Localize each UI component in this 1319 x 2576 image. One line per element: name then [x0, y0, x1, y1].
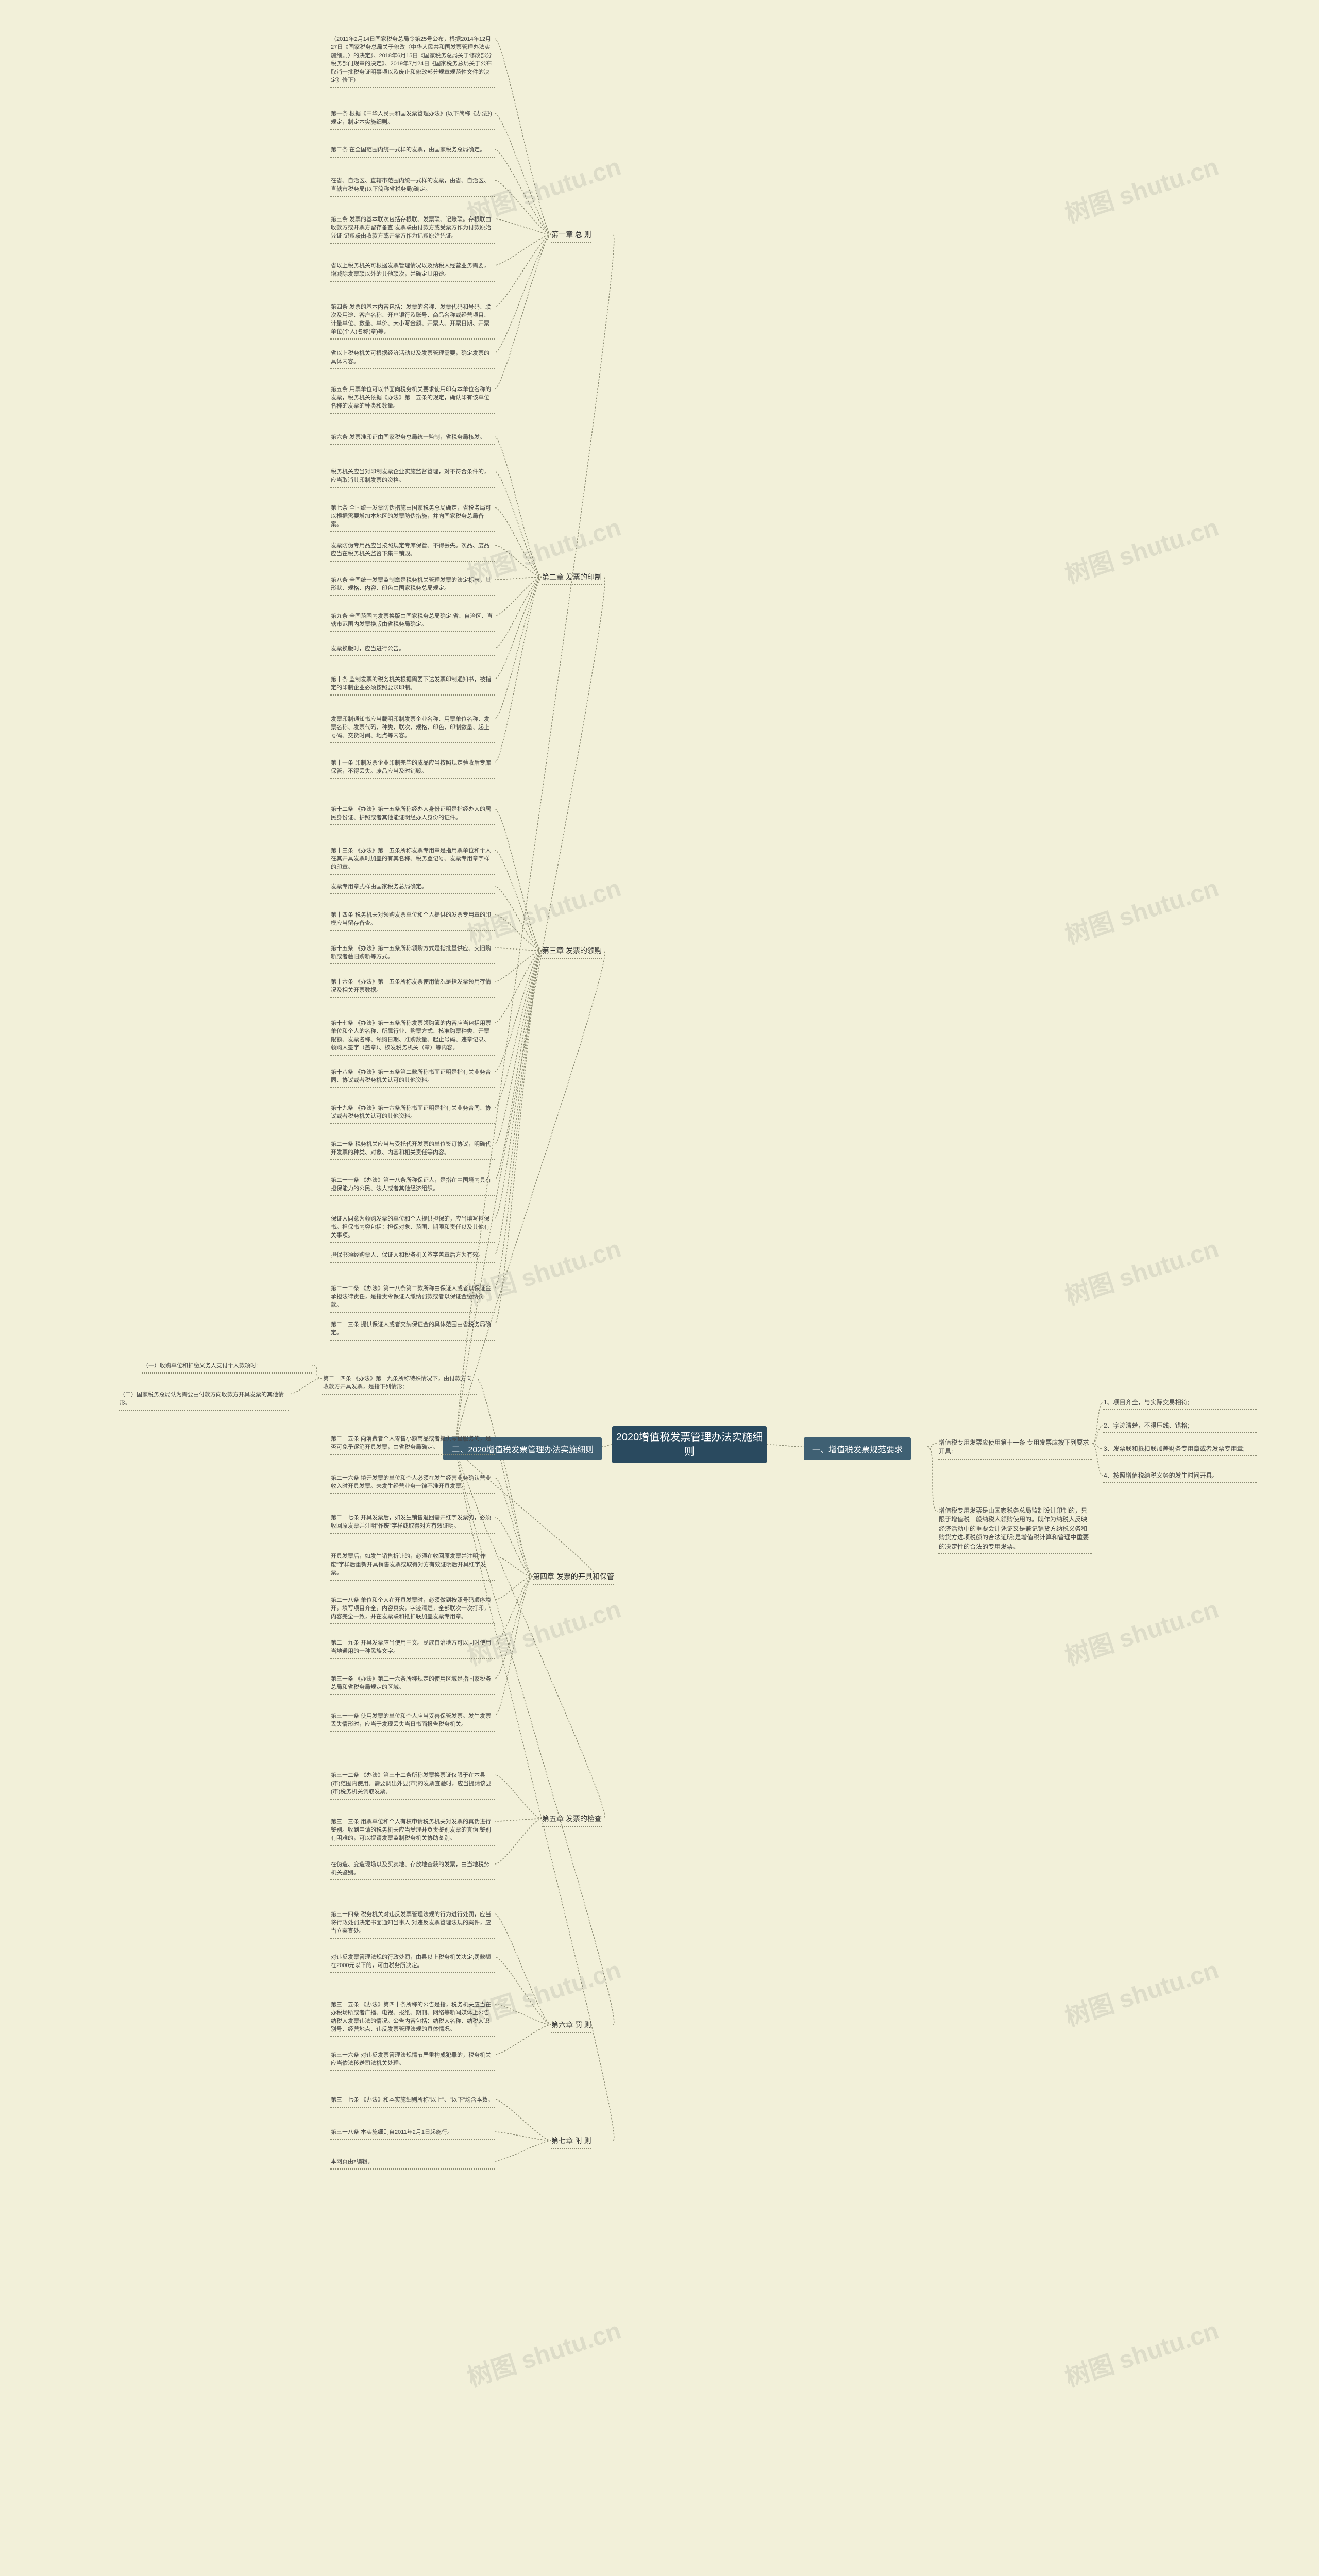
right-l1: 一、增值税发票规范要求	[804, 1437, 911, 1460]
leaf-node: 第三十七条 《办法》和本实施细则所称"以上"、"以下"均含本数。	[330, 2094, 495, 2108]
leaf-node: 对违反发票管理法规的行政处罚，由县以上税务机关决定;罚款额在2000元以下的，可…	[330, 1952, 495, 1973]
leaf-node: 第二十五条 向消费者个人零售小额商品或者提供零星服务的，是否可免予逐笔开具发票，…	[330, 1433, 495, 1455]
leaf-node: 第三十三条 用票单位和个人有权申请税务机关对发票的真伪进行鉴别。收到申请的税务机…	[330, 1816, 495, 1846]
leaf-node: 发票换版时，应当进行公告。	[330, 643, 495, 656]
leaf-node: 第三十五条 《办法》第四十条所称的公告是指，税务机关应当在办税场所或者广播、电视…	[330, 1999, 495, 2037]
chapter-label: 第七章 附 则	[551, 2136, 591, 2149]
leaf-node: 第二十九条 开具发票应当使用中文。民族自治地方可以同时使用当地通用的一种民族文字…	[330, 1637, 495, 1659]
leaf-node: 在伪造、变造现场以及买卖地、存放地查获的发票，由当地税务机关鉴别。	[330, 1859, 495, 1880]
leaf-node: 第三条 发票的基本联次包括存根联、发票联、记账联。存根联由收款方或开票方留存备查…	[330, 214, 495, 244]
leaf-node: 第三十一条 使用发票的单位和个人应当妥善保管发票。发生发票丢失情形时，应当于发现…	[330, 1710, 495, 1732]
center-node: 2020增值税发票管理办法实施细则	[612, 1426, 767, 1463]
chapter-label: 第六章 罚 则	[551, 2020, 591, 2033]
leaf-node: 开具发票后，如发生销售折让的，必须在收回原发票并注明"作废"字样后重新开具销售发…	[330, 1551, 495, 1581]
leaf-node: 第二条 在全国范围内统一式样的发票，由国家税务总局确定。	[330, 144, 495, 158]
leaf-node: 第二十条 税务机关应当与受托代开发票的单位签订协议，明确代开发票的种类、对象、内…	[330, 1139, 495, 1160]
leaf-node: 第十九条 《办法》第十六条所称书面证明是指有关业务合同、协议或者税务机关认可的其…	[330, 1103, 495, 1124]
leaf-node: 第八条 全国统一发票监制章是税务机关管理发票的法定标志，其形状、规格、内容、印色…	[330, 574, 495, 596]
leaf-node: 在省、自治区、直辖市范围内统一式样的发票，由省、自治区、直辖市税务局(以下简称省…	[330, 175, 495, 197]
leaf-node: 担保书须经购票人、保证人和税务机关签字盖章后方为有效。	[330, 1249, 495, 1263]
right-grandchild: 2、字迹清楚，不得压线、错格;	[1103, 1419, 1257, 1433]
leaf-node: 本网页由z编辑。	[330, 2156, 495, 2170]
leaf-node: 第六条 发票准印证由国家税务总局统一监制，省税务局核发。	[330, 432, 495, 445]
leaf-node: 第三十二条 《办法》第三十二条所称发票换票证仅限于在本县(市)范围内使用。需要调…	[330, 1770, 495, 1800]
leaf-node: 第十四条 税务机关对领购发票单位和个人提供的发票专用章的印模应当留存备查。	[330, 909, 495, 931]
chapter-label: 第二章 发票的印制	[542, 572, 602, 585]
chapter-label: 第三章 发票的领购	[542, 945, 602, 959]
leaf-node: 第五条 用票单位可以书面向税务机关要求使用印有本单位名称的发票，税务机关依据《办…	[330, 384, 495, 414]
right-grandchild: 1、项目齐全，与实际交易相符;	[1103, 1396, 1257, 1410]
leaf-node: 第十三条 《办法》第十五条所称发票专用章是指用票单位和个人在其开具发票时加盖的有…	[330, 845, 495, 875]
leaf-node: 第二十八条 单位和个人在开具发票时，必须做到按照号码顺序填开，填写项目齐全，内容…	[330, 1595, 495, 1624]
leaf-node: （2011年2月14日国家税务总局令第25号公布，根据2014年12月27日《国…	[330, 33, 495, 88]
leaf-node: 第十七条 《办法》第十五条所称发票领购簿的内容应当包括用票单位和个人的名称、所属…	[330, 1018, 495, 1056]
right-child: 增值税专用发票是由国家税务总局监制设计印制的，只限于增值税一般纳税人领购使用的。…	[938, 1504, 1092, 1554]
leaf-node: 第三十条 《办法》第二十六条所称规定的使用区域是指国家税务总局和省税务局规定的区…	[330, 1673, 495, 1695]
leaf-node: 第十二条 《办法》第十五条所称经办人身份证明是指经办人的居民身份证、护照或者其他…	[330, 804, 495, 825]
leaf-node: 第十条 监制发票的税务机关根据需要下达发票印制通知书，被指定的印制企业必须按照要…	[330, 674, 495, 696]
leaf-node: 第三十四条 税务机关对违反发票管理法规的行为进行处罚，应当将行政处罚决定书面通知…	[330, 1909, 495, 1939]
leaf-node: 第二十三条 提供保证人或者交纳保证金的具体范围由省税务局确定。	[330, 1319, 495, 1341]
leaf-node: 发票防伪专用品应当按照规定专库保管、不得丢失。次品、废品应当在税务机关监督下集中…	[330, 540, 495, 562]
leaf-node: 第一条 根据《中华人民共和国发票管理办法》(以下简称《办法》)规定，制定本实施细…	[330, 108, 495, 130]
leaf-node: 发票专用章式样由国家税务总局确定。	[330, 881, 495, 894]
leaf-node: 税务机关应当对印制发票企业实施监督管理，对不符合条件的，应当取消其印制发票的资格…	[330, 466, 495, 488]
right-child: 增值税专用发票应使用第十一条 专用发票应按下列要求开具:	[938, 1436, 1092, 1460]
sub-node: 第二十四条 《办法》第十九条所称特殊情况下，由付款方向收款方开具发票，是指下列情…	[322, 1373, 477, 1395]
leaf-node: 第二十一条 《办法》第十八条所称保证人，是指在中国境内具有担保能力的公民、法人或…	[330, 1175, 495, 1196]
chapter-label: 第五章 发票的检查	[542, 1814, 602, 1827]
right-grandchild: 4、按照增值税纳税义务的发生时间开具。	[1103, 1469, 1257, 1483]
leaf-node: 第二十二条 《办法》第十八条第二款所称由保证人或者以保证金承担法律责任，是指责令…	[330, 1283, 495, 1313]
leaf-node: 第十八条 《办法》第十五条第二款所称书面证明是指有关业务合同、协议或者税务机关认…	[330, 1066, 495, 1088]
leaf-node: 发票印制通知书应当载明印制发票企业名称、用票单位名称、发票名称、发票代码、种类、…	[330, 714, 495, 743]
leaf-node: 第十六条 《办法》第十五条所称发票使用情况是指发票领用存情况及相关开票数据。	[330, 976, 495, 998]
chapter-label: 第一章 总 则	[551, 229, 591, 243]
sub-leaf: （二）国家税务总局认为需要由付款方向收款方开具发票的其他情形。	[119, 1389, 289, 1411]
leaf-node: 第四条 发票的基本内容包括：发票的名称、发票代码和号码、联次及用途、客户名称、开…	[330, 301, 495, 340]
leaf-node: 第三十八条 本实施细则自2011年2月1日起施行。	[330, 2127, 495, 2140]
sub-leaf: （一）收购单位和扣缴义务人支付个人款项时;	[142, 1360, 312, 1374]
leaf-node: 省以上税务机关可根据经济活动以及发票管理需要，确定发票的具体内容。	[330, 348, 495, 369]
leaf-node: 第三十六条 对违反发票管理法规情节严重构成犯罪的，税务机关应当依法移送司法机关处…	[330, 2049, 495, 2071]
right-grandchild: 3、发票联和抵扣联加盖财务专用章或者发票专用章;	[1103, 1443, 1257, 1456]
leaf-node: 保证人同意为领购发票的单位和个人提供担保的，应当填写担保书。担保书内容包括：担保…	[330, 1213, 495, 1243]
leaf-node: 第十一条 印制发票企业印制完毕的成品应当按照规定验收后专库保管，不得丢失。废品应…	[330, 757, 495, 779]
leaf-node: 第十五条 《办法》第十五条所称领购方式是指批量供应、交旧购新或者验旧购新等方式。	[330, 943, 495, 964]
chapter-label: 第四章 发票的开具和保管	[533, 1571, 614, 1585]
leaf-node: 第七条 全国统一发票防伪措施由国家税务总局确定，省税务局可以根据需要增加本地区的…	[330, 502, 495, 532]
leaf-node: 第二十七条 开具发票后，如发生销售退回需开红字发票的，必须收回原发票并注明"作废…	[330, 1512, 495, 1534]
leaf-node: 省以上税务机关可根据发票管理情况以及纳税人经营业务需要，增减除发票联以外的其他联…	[330, 260, 495, 282]
leaf-node: 第二十六条 填开发票的单位和个人必须在发生经营业务确认营业收入时开具发票。未发生…	[330, 1472, 495, 1494]
leaf-node: 第九条 全国范围内发票换版由国家税务总局确定;省、自治区、直辖市范围内发票换版由…	[330, 611, 495, 632]
